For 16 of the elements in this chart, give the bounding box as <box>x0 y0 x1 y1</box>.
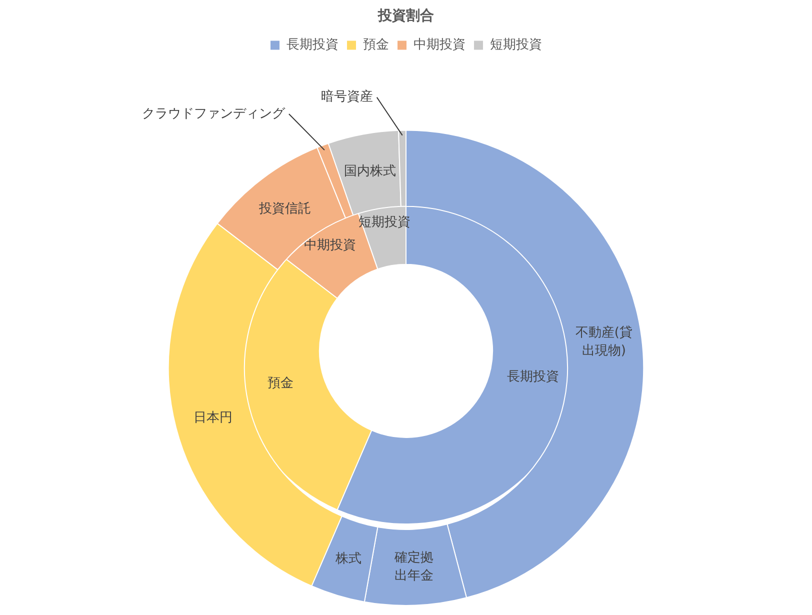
slice-label: 株式 <box>334 551 362 566</box>
slice-label: 不動産(貸出現物) <box>575 324 632 359</box>
slice-label: 国内株式 <box>344 164 396 179</box>
slice-label: 長期投資 <box>507 370 560 385</box>
slice-label: 日本円 <box>193 410 232 426</box>
legend-label: 預金 <box>363 38 389 53</box>
chart-title: 投資割合 <box>377 7 434 24</box>
slice-label: 短期投資 <box>358 215 410 230</box>
legend-label: 中期投資 <box>414 38 466 53</box>
slice-label: クラウドファンディング <box>142 106 286 122</box>
slice-label: 確定拠出年金 <box>394 550 434 584</box>
legend-label: 短期投資 <box>490 38 542 53</box>
slice-label: 暗号資産 <box>320 88 373 105</box>
legend-label: 長期投資 <box>286 38 338 53</box>
slice-label: 投資信託 <box>258 201 312 216</box>
slice-label: 預金 <box>267 376 294 391</box>
